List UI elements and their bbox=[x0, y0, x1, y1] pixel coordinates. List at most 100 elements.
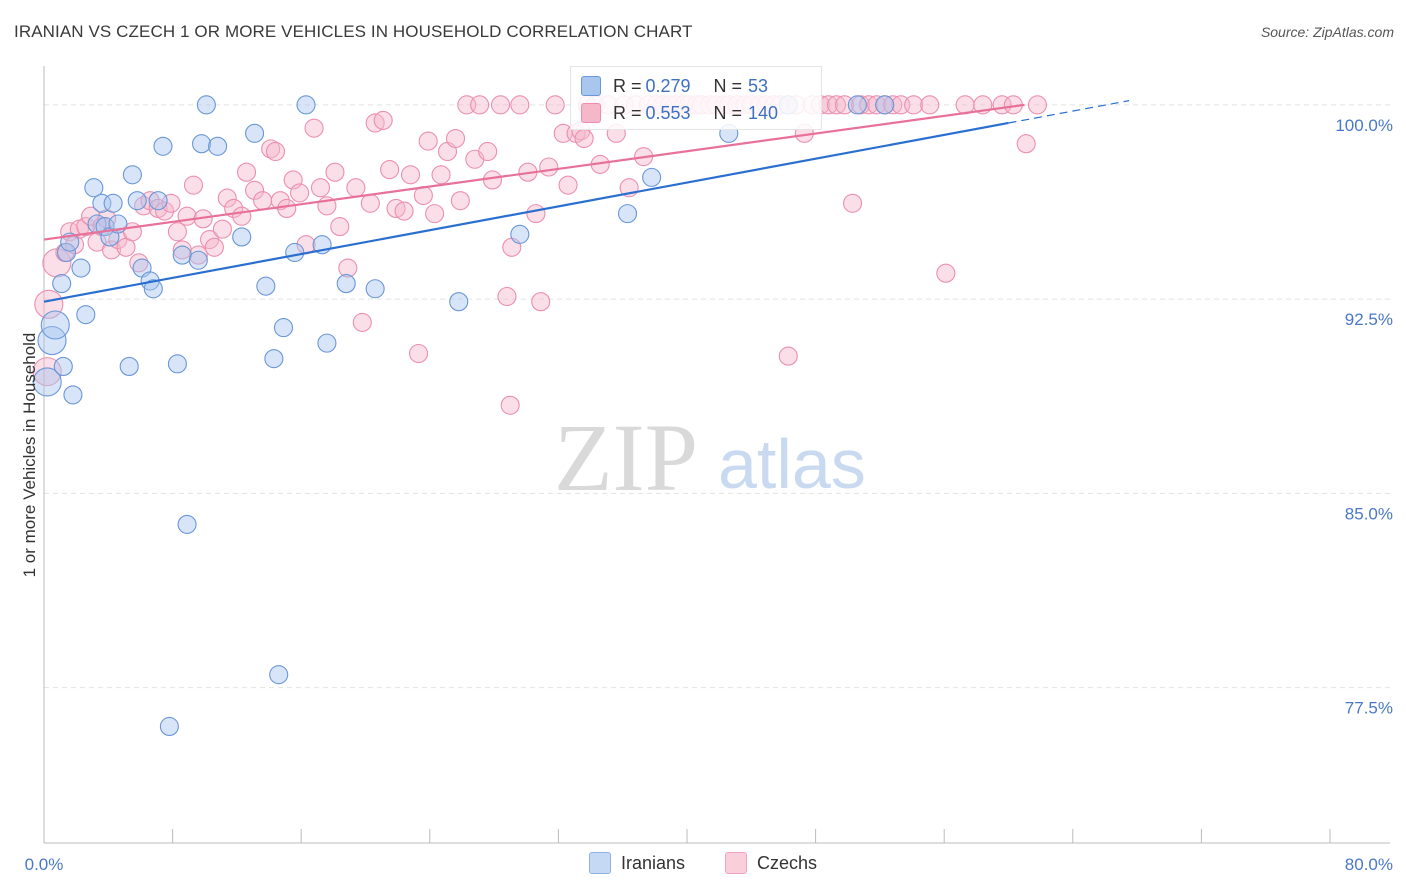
czech-point bbox=[408, 343, 429, 364]
iranian-point bbox=[56, 242, 77, 263]
czech-point bbox=[490, 95, 511, 115]
czech-point bbox=[167, 222, 187, 242]
czech-point bbox=[277, 198, 297, 218]
iranian-point bbox=[847, 95, 867, 115]
y-tick-label: 92.5% bbox=[1345, 310, 1393, 329]
czech-point bbox=[338, 258, 358, 278]
czech-point bbox=[270, 191, 290, 211]
czech-point bbox=[1027, 95, 1047, 115]
trend-lines bbox=[43, 100, 1130, 303]
iranian-point bbox=[256, 276, 276, 296]
czech-point bbox=[217, 188, 237, 208]
legend-item-czechs[interactable]: Czechs bbox=[725, 852, 817, 874]
iranian-point bbox=[71, 258, 91, 278]
n-label: N = bbox=[713, 75, 743, 96]
czech-point bbox=[920, 95, 940, 115]
x-tick-label: 80.0% bbox=[1345, 855, 1393, 874]
czech-point bbox=[177, 206, 197, 226]
iranian-point bbox=[103, 193, 123, 213]
czech-point bbox=[431, 165, 451, 185]
czech-point bbox=[497, 286, 517, 307]
watermark: ZIP atlas bbox=[554, 404, 866, 511]
czech-point bbox=[310, 178, 331, 198]
czech-point bbox=[188, 245, 208, 265]
legend-label-iranians: Iranians bbox=[620, 852, 685, 873]
watermark-atlas: atlas bbox=[718, 425, 866, 503]
czech-point bbox=[574, 128, 594, 149]
y-tick-label: 100.0% bbox=[1335, 116, 1393, 135]
r-label: R = bbox=[613, 102, 642, 123]
czech-point bbox=[129, 253, 149, 273]
czech-point bbox=[232, 206, 252, 226]
iranian-point bbox=[285, 242, 305, 263]
y-tick-label: 77.5% bbox=[1345, 699, 1393, 718]
iranian-point bbox=[143, 279, 163, 299]
iranian-point bbox=[264, 349, 284, 369]
y-tick-label: 85.0% bbox=[1345, 504, 1393, 523]
czech-point bbox=[380, 160, 400, 180]
czech-point bbox=[867, 95, 887, 115]
czech-point bbox=[394, 201, 414, 221]
czech-point bbox=[531, 292, 551, 312]
iranian-point bbox=[617, 204, 638, 224]
r-value-czechs: 0.553 bbox=[645, 102, 691, 123]
iranian-point bbox=[40, 310, 70, 340]
r-label: R = bbox=[613, 75, 642, 96]
iranian-point bbox=[127, 191, 147, 211]
iranian-point bbox=[208, 136, 228, 156]
iranian-point bbox=[296, 95, 316, 115]
czech-point bbox=[183, 175, 204, 195]
correlation-stats-box: R = 0.279 N = 53 R = 0.553 N = 140 bbox=[570, 66, 822, 130]
czech-point bbox=[290, 183, 310, 203]
iranian-point bbox=[188, 250, 208, 270]
czech-point bbox=[346, 178, 366, 198]
trend-line-iranians bbox=[43, 121, 1009, 303]
czech-point bbox=[386, 198, 406, 218]
czech-point bbox=[365, 113, 385, 133]
iranian-point bbox=[269, 665, 289, 685]
iranian-point bbox=[245, 123, 265, 143]
czech-point bbox=[936, 263, 956, 283]
czech-point bbox=[859, 95, 879, 115]
y-axis-label: 1 or more Vehicles in Household bbox=[20, 333, 39, 578]
iranian-swatch bbox=[581, 76, 601, 96]
czech-point bbox=[304, 118, 324, 138]
trend-line-iranians-extension bbox=[1008, 100, 1130, 124]
czech-point bbox=[500, 395, 520, 415]
czech-point bbox=[155, 201, 175, 221]
stat-row-iranians: R = 0.279 N = 53 bbox=[581, 74, 768, 98]
iranian-point bbox=[191, 134, 212, 154]
chart-title: IRANIAN VS CZECH 1 OR MORE VEHICLES IN H… bbox=[14, 22, 693, 41]
iranian-point bbox=[148, 191, 168, 211]
iranian-point bbox=[119, 356, 139, 376]
czech-point bbox=[373, 110, 393, 130]
iranian-point bbox=[642, 167, 662, 187]
legend-swatch-iranians bbox=[588, 852, 611, 874]
czech-point bbox=[450, 191, 470, 211]
iranian-point bbox=[336, 274, 356, 294]
legend-swatch-czechs bbox=[725, 852, 747, 874]
iranian-point bbox=[153, 136, 173, 156]
iranian-point bbox=[510, 224, 530, 244]
czech-point bbox=[330, 217, 350, 237]
axes bbox=[43, 66, 1390, 844]
legend: Iranians Czechs bbox=[0, 852, 1406, 874]
czech-point bbox=[253, 191, 273, 211]
iranian-point bbox=[177, 514, 197, 534]
czech-point bbox=[526, 204, 546, 224]
czech-point bbox=[883, 95, 903, 115]
czech-point bbox=[325, 162, 345, 182]
czech-point bbox=[843, 193, 863, 213]
n-value-iranians: 53 bbox=[748, 75, 769, 96]
legend-item-iranians[interactable]: Iranians bbox=[588, 852, 685, 874]
czech-point bbox=[826, 95, 847, 115]
n-value-czechs: 140 bbox=[748, 102, 779, 123]
iranian-point bbox=[92, 193, 112, 213]
czech-swatch bbox=[581, 103, 601, 123]
czech-point bbox=[76, 217, 96, 237]
iranian-point bbox=[365, 279, 385, 299]
iranian-point bbox=[52, 274, 72, 294]
czech-point bbox=[1016, 134, 1036, 154]
iranian-point bbox=[196, 95, 216, 115]
